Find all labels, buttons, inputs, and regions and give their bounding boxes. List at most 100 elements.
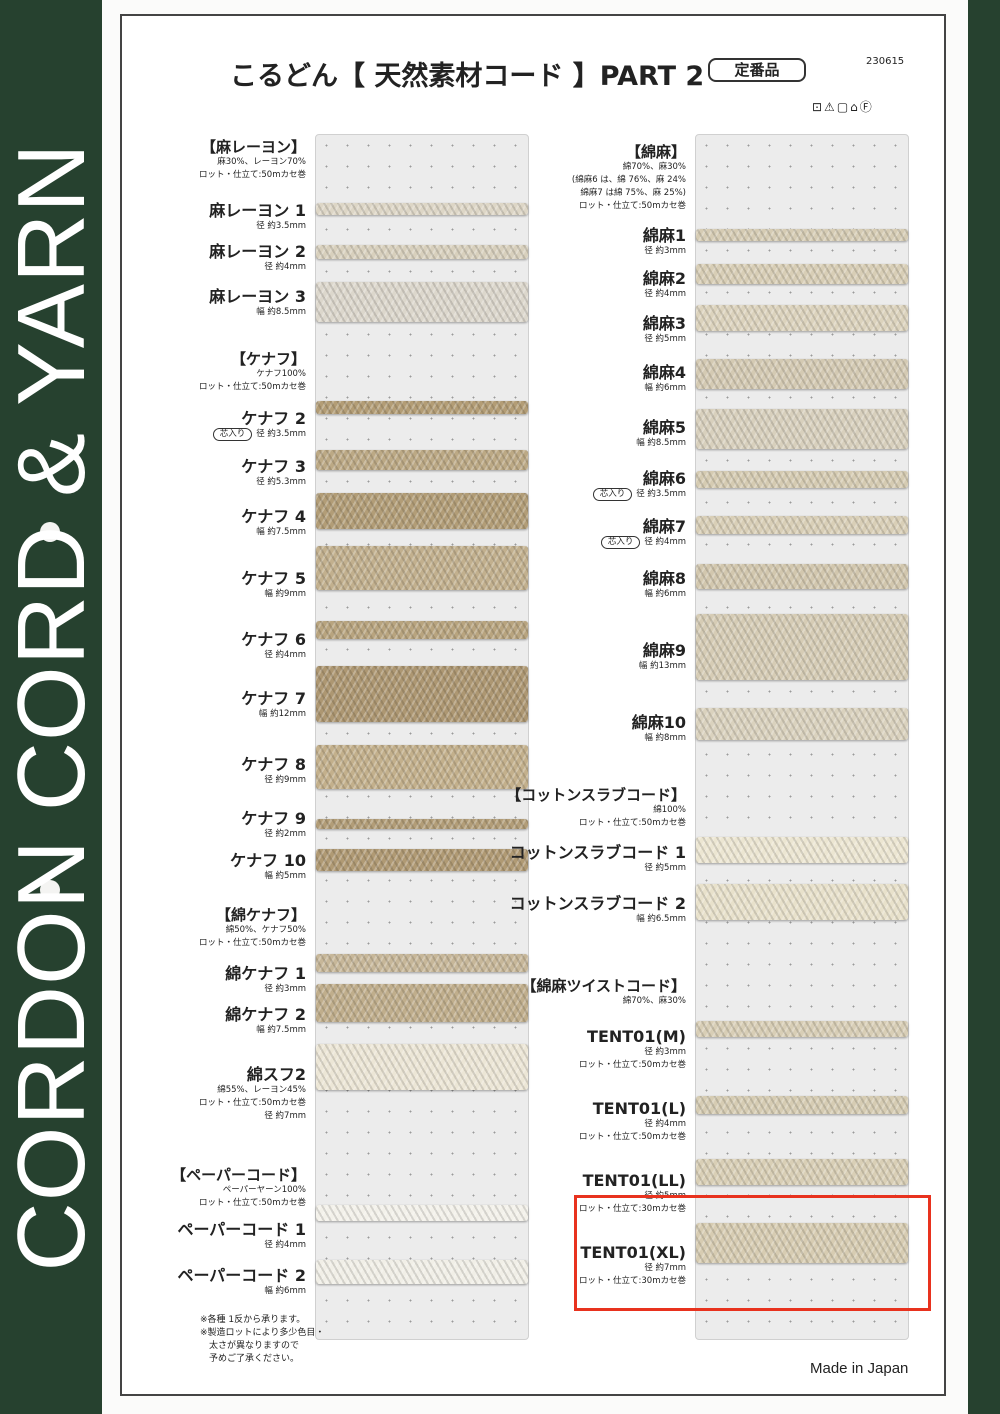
cord-sample [696, 359, 908, 389]
product-name: ケナフ 2 [241, 409, 306, 428]
product-spec: ペーパーヤーン100% [171, 1184, 306, 1197]
cord-sample [316, 1044, 528, 1090]
product-name: 綿麻10 [631, 713, 686, 732]
care-symbols-icon: ⊡⚠▢⌂Ⓕ [812, 100, 874, 114]
product-label: 綿麻2 径 約4mm [643, 270, 686, 301]
spec-text: 径 約4mm [644, 537, 686, 547]
category-title: 【コットンスラブコード】 [506, 786, 686, 804]
product-name: 綿スフ2 [246, 1065, 306, 1084]
cord-sample [316, 621, 528, 639]
spec-text: 綿100% [653, 805, 686, 815]
product-label: 綿麻10 幅 約8mm [632, 714, 686, 745]
product-name: ケナフ 9 [241, 809, 306, 828]
product-spec: 径 約4mm [643, 288, 686, 301]
product-spec: ロット・仕立て:50mカセ巻 [199, 381, 306, 394]
product-spec: 芯入り径 約4mm [600, 536, 686, 549]
product-name: 綿麻1 [642, 226, 686, 245]
product-label: 綿麻8 幅 約6mm [643, 570, 686, 601]
product-label: 綿麻5 幅 約8.5mm [636, 419, 686, 450]
spec-text: ロット・仕立て:50mカセ巻 [199, 382, 306, 392]
spec-text: 径 約7mm [644, 1263, 686, 1273]
cord-sample [316, 1205, 528, 1221]
note-line: 太さが異なりますので [200, 1341, 300, 1351]
category-title: 【綿麻】 [625, 143, 686, 161]
product-spec: ロット・仕立て:50mカセ巻 [199, 1097, 306, 1110]
product-spec: 綿55%、レーヨン45% [199, 1084, 306, 1097]
product-name: ケナフ 5 [241, 569, 306, 588]
spec-text: ペーパーヤーン100% [222, 1185, 306, 1195]
category-title: 【ペーパーコード】 [171, 1166, 306, 1184]
core-badge: 芯入り [212, 428, 253, 441]
spec-text: 径 約3mm [644, 246, 686, 256]
product-name: ケナフ 4 [241, 507, 306, 526]
product-name: ペーパーコード 1 [177, 1220, 306, 1239]
product-spec: 幅 約13mm [639, 660, 686, 673]
spec-text: 径 約3.5mm [256, 429, 306, 439]
spec-text: 綿70%、麻30% [622, 162, 686, 172]
product-spec: ロット・仕立て:50mカセ巻 [579, 1131, 686, 1144]
product-spec: 幅 約8.5mm [636, 437, 686, 450]
spec-text: ロット・仕立て:50mカセ巻 [579, 201, 686, 211]
product-spec: 径 約2mm [241, 828, 306, 841]
product-spec: 径 約9mm [241, 774, 306, 787]
spec-text: 幅 約8.5mm [636, 438, 686, 448]
cord-sample [316, 245, 528, 259]
product-spec: 径 約4mm [579, 1118, 686, 1131]
product-name: 綿麻7 [642, 517, 686, 536]
spec-text: (綿麻6 は、綿 76%、麻 24% [571, 175, 686, 185]
product-name: 綿麻9 [642, 641, 686, 660]
cord-sample [696, 837, 908, 863]
cord-sample [316, 401, 528, 414]
product-spec: 綿50%、ケナフ50% [199, 924, 306, 937]
product-spec: 径 約5mm [643, 333, 686, 346]
spec-text: 綿50%、ケナフ50% [225, 925, 306, 935]
cord-sample [316, 1260, 528, 1284]
cord-sample [696, 471, 908, 488]
product-name: 綿麻3 [642, 314, 686, 333]
product-spec: 芯入り径 約3.5mm [592, 488, 686, 501]
binder-hole [40, 522, 60, 542]
product-spec: (綿麻6 は、綿 76%、麻 24% [572, 174, 686, 187]
product-spec: 綿100% [506, 804, 686, 817]
spec-text: 径 約5mm [644, 334, 686, 344]
spec-text: 綿麻7 は綿 75%、麻 25%) [580, 188, 686, 198]
core-badge: 芯入り [600, 536, 641, 549]
spec-text: 幅 約6mm [264, 1286, 306, 1296]
spec-text: ロット・仕立て:50mカセ巻 [579, 1060, 686, 1070]
sample-card-right [695, 134, 909, 1340]
product-spec: 幅 約12mm [241, 708, 306, 721]
product-name: 麻レーヨン 3 [209, 287, 306, 306]
cord-sample [316, 745, 528, 789]
product-spec: ケナフ100% [199, 368, 306, 381]
product-name: 麻レーヨン 1 [209, 201, 306, 220]
product-name: ケナフ 7 [241, 689, 306, 708]
category-title: 【綿麻ツイストコード】 [521, 977, 686, 995]
cord-sample [696, 229, 908, 241]
spec-text: 幅 約7.5mm [256, 1025, 306, 1035]
category-header: 【麻レーヨン】 麻30%、レーヨン70% ロット・仕立て:50mカセ巻 [199, 138, 306, 182]
cord-sample [696, 264, 908, 284]
product-label: 綿麻1 径 約3mm [643, 227, 686, 258]
product-name: 綿麻2 [642, 269, 686, 288]
product-label: 綿麻9 幅 約13mm [639, 642, 686, 673]
product-spec: 幅 約9mm [241, 588, 306, 601]
product-name: ケナフ 10 [230, 851, 306, 870]
category-header: 【綿ケナフ】 綿50%、ケナフ50% ロット・仕立て:50mカセ巻 [199, 906, 306, 950]
cord-sample [316, 282, 528, 322]
note-line: ※各種 1反から承ります。 [200, 1315, 306, 1325]
product-name: ケナフ 3 [241, 457, 306, 476]
cord-sample [316, 203, 528, 215]
cord-sample [696, 884, 908, 920]
spec-text: 径 約3mm [264, 984, 306, 994]
product-spec: 幅 約8.5mm [209, 306, 306, 319]
note-line: ※製造ロットにより多少色目・ [200, 1328, 325, 1338]
product-spec: 幅 約6mm [177, 1285, 306, 1298]
side-band-title: CORDON CORD & YARN [0, 142, 105, 1272]
